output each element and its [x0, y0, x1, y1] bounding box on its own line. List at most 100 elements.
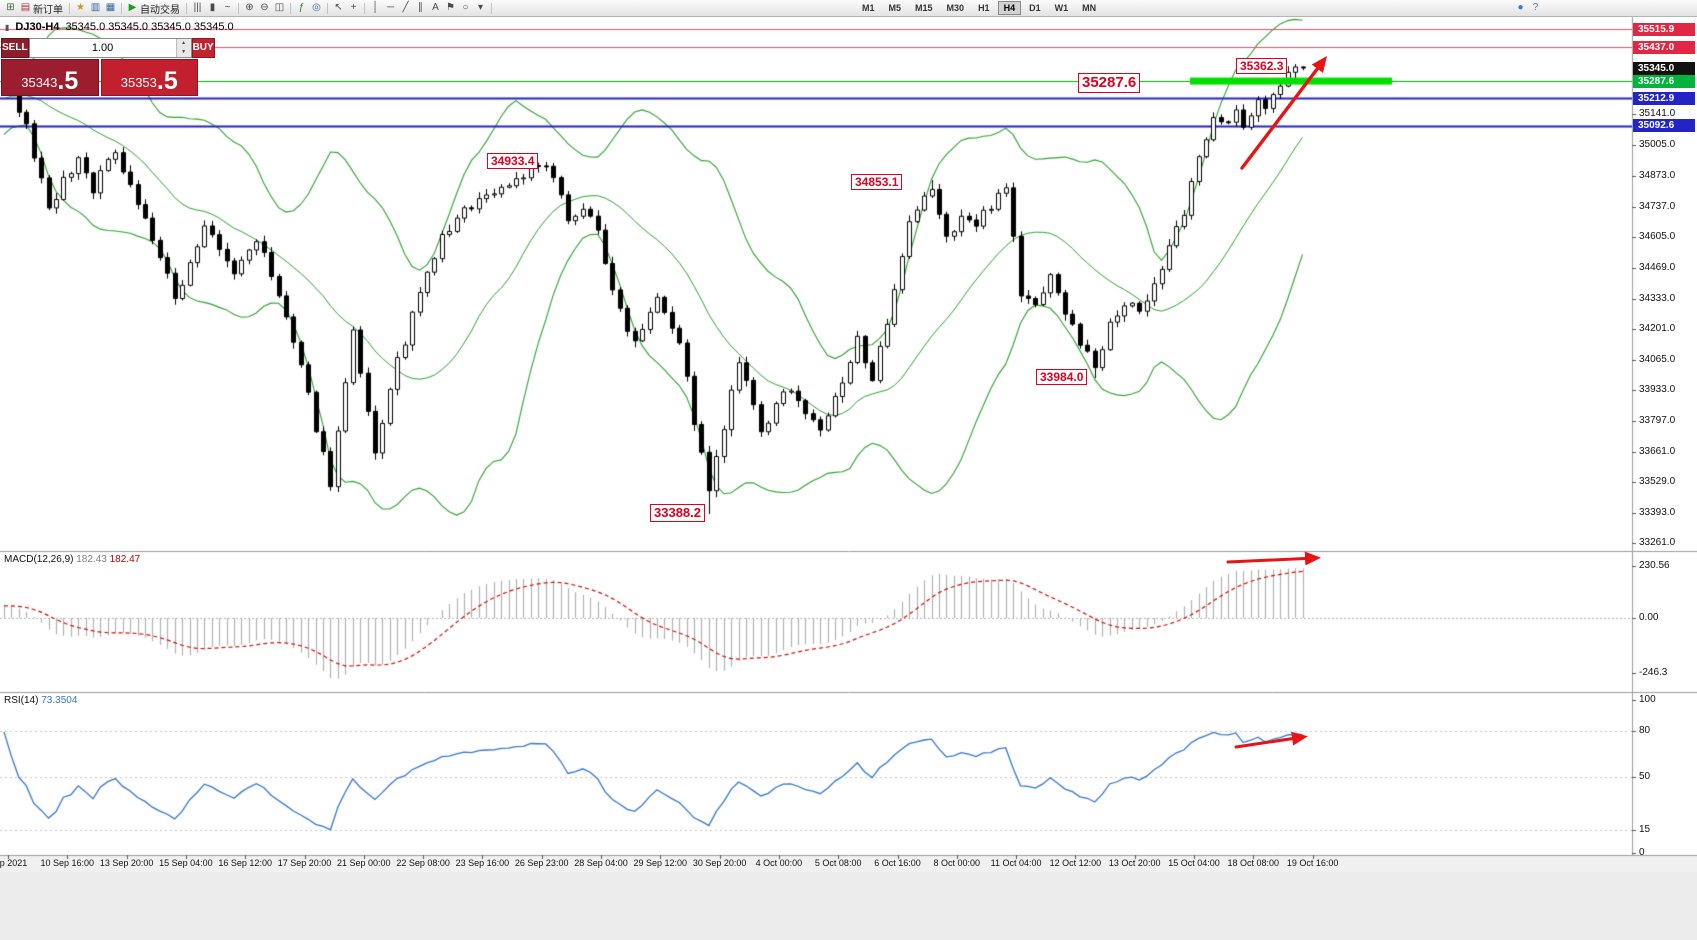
price-axis-tick: 35141.0 [1639, 108, 1676, 120]
timeframe-m1-button[interactable]: M1 [862, 3, 875, 13]
new-chart-icon[interactable]: ⊞ [6, 2, 15, 13]
price-axis-tick: 33661.0 [1639, 445, 1676, 457]
cursor-icon[interactable]: ↖ [334, 2, 343, 13]
timeframe-mn-button[interactable]: MN [1082, 3, 1097, 13]
rsi-indicator-label: RSI(14) 73.3504 [4, 695, 77, 706]
chart-window-icon: ▮ [5, 22, 10, 32]
toolbar-separator [327, 2, 328, 14]
quick-search-icon[interactable]: ● [1517, 2, 1524, 13]
shapes-dropdown-icon[interactable]: ▾ [477, 2, 484, 13]
label-tool-icon[interactable]: ⚑ [446, 2, 455, 13]
one-click-trading-panel: SELL ▲ ▼ BUY 35343.5 35353.5 [1, 38, 215, 96]
volume-box: ▲ ▼ [28, 38, 192, 58]
price-callout-35362.3[interactable]: 35362.3 [1236, 58, 1288, 75]
toolbar-separator [290, 2, 291, 14]
sell-button[interactable]: SELL [1, 38, 29, 58]
price-axis-tick: 34737.0 [1639, 200, 1676, 212]
timeframe-m15-button[interactable]: M15 [915, 3, 933, 13]
horizontal-line-tool-icon[interactable]: ─ [386, 2, 395, 13]
toolbar-right-group: ●? [1513, 1, 1543, 15]
sell-price-main: 35343 [21, 75, 58, 90]
time-axis-label: 13 Oct 20:00 [1108, 858, 1161, 868]
timeframe-h1-button[interactable]: H1 [978, 3, 990, 13]
symbol-label: DJ30-H4 [15, 21, 60, 33]
candlestick-chart-icon[interactable]: ▮ [209, 2, 216, 13]
price-callout-35287.6[interactable]: 35287.6 [1078, 73, 1141, 93]
time-axis-label: Sep 2021 [0, 858, 28, 868]
crosshair-icon[interactable]: + [350, 2, 357, 13]
macd-name: MACD(12,26,9) [4, 554, 74, 565]
volume-input[interactable] [29, 39, 176, 57]
timeframe-d1-button[interactable]: D1 [1029, 3, 1041, 13]
price-callout-34853.1[interactable]: 34853.1 [851, 174, 903, 191]
periods-icon[interactable]: ◎ [312, 2, 321, 13]
timeframe-h4-button[interactable]: H4 [997, 1, 1022, 15]
trendline-tool-icon[interactable]: ╱ [402, 2, 409, 13]
time-axis-label: 18 Oct 08:00 [1227, 858, 1280, 868]
time-axis-label: 5 Oct 08:00 [814, 858, 862, 868]
time-axis-label: 30 Sep 20:00 [692, 858, 747, 868]
line-chart-icon[interactable]: ~ [224, 2, 231, 13]
macd-signal-value: 182.47 [109, 554, 141, 565]
vertical-line-tool-icon[interactable]: │ [372, 2, 379, 13]
buy-price-tile[interactable]: 35353.5 [100, 59, 198, 96]
time-axis[interactable]: Sep 2021 10 Sep 16:00 13 Sep 20:00 15 Sep 0… [0, 855, 1697, 872]
timeframe-m30-button[interactable]: M30 [946, 3, 965, 13]
time-axis-label: 23 Sep 16:00 [455, 858, 510, 868]
price-axis-tick: 34873.0 [1639, 169, 1676, 181]
shapes-tool-icon[interactable]: ○ [462, 2, 469, 13]
zoom-out-icon[interactable]: ⊖ [260, 2, 269, 13]
channel-tool-icon[interactable]: ∥ [418, 2, 423, 13]
algo-trading-button[interactable]: ▶ [128, 2, 137, 13]
price-axis-tick: 34605.0 [1639, 230, 1676, 242]
rsi-axis-tick: 100 [1639, 694, 1656, 705]
price-callout-33388.2[interactable]: 33388.2 [650, 504, 705, 522]
navigator-icon[interactable]: ▦ [105, 2, 116, 13]
sell-price-tile[interactable]: 35343.5 [1, 59, 99, 96]
time-axis-label: 22 Sep 08:00 [396, 858, 450, 868]
price-axis-tick: 33933.0 [1639, 383, 1676, 395]
rsi-name: RSI(14) [4, 695, 39, 706]
help-icon[interactable]: ? [1532, 2, 1539, 13]
text-tool-icon[interactable]: A [432, 2, 439, 13]
time-axis-label: 15 Oct 04:00 [1168, 858, 1220, 868]
market-watch-icon[interactable]: ▥ [90, 2, 101, 13]
rsi-value: 73.3504 [41, 695, 78, 706]
volume-up-button[interactable]: ▲ [176, 39, 191, 48]
price-axis[interactable]: 35141.0 35005.0 34873.0 34737.0 34605.0 34469… [1632, 0, 1697, 940]
buy-price-main: 35353 [120, 75, 157, 90]
new-order-icon[interactable]: ▤ [20, 2, 31, 13]
favorites-icon[interactable]: ★ [76, 2, 85, 13]
price-callout-33984.0[interactable]: 33984.0 [1036, 369, 1088, 386]
buy-button[interactable]: BUY [191, 38, 215, 58]
time-axis-label: 13 Sep 20:00 [99, 858, 154, 868]
price-tag-35437.0: 35437.0 [1633, 40, 1695, 54]
toolbar-separator [491, 2, 492, 14]
price-tag-35345.0: 35345.0 [1633, 61, 1695, 75]
sell-price-frac: .5 [57, 67, 79, 95]
time-axis-label: 10 Sep 16:00 [40, 858, 95, 868]
time-axis-label: 12 Oct 12:00 [1049, 858, 1102, 868]
rsi-axis-tick: 0 [1639, 847, 1645, 858]
bar-chart-icon[interactable]: ||| [193, 2, 202, 13]
macd-axis-tick: -246.3 [1639, 667, 1668, 679]
tile-windows-icon[interactable]: ◫ [274, 2, 285, 13]
zoom-in-icon[interactable]: ⊕ [245, 2, 254, 13]
timeframe-m5-button[interactable]: M5 [888, 3, 902, 13]
rsi-axis-tick: 80 [1639, 724, 1651, 736]
price-callout-34933.4[interactable]: 34933.4 [487, 153, 539, 170]
price-tag-35287.6: 35287.6 [1633, 74, 1695, 88]
indicators-icon[interactable]: ƒ [298, 2, 305, 13]
chart-title: ▮ DJ30-H4 35345.0 35345.0 35345.0 35345.… [5, 21, 234, 33]
timeframe-w1-button[interactable]: W1 [1054, 3, 1069, 13]
macd-axis-tick: 0.00 [1639, 612, 1659, 623]
timeframe-toolbar: M1 M5 M15 M30 H1 H4 D1 W1 MN [855, 1, 1103, 15]
algo-trading-button-label: 自动交易 [140, 4, 180, 16]
time-axis-label: 28 Sep 04:00 [574, 858, 628, 868]
macd-indicator-label: MACD(12,26,9) 182.43 182.47 [4, 554, 140, 565]
price-axis-tick: 35005.0 [1639, 139, 1676, 151]
volume-down-button[interactable]: ▼ [176, 48, 191, 57]
price-axis-tick: 33529.0 [1639, 475, 1676, 487]
time-axis-label: 19 Oct 16:00 [1286, 858, 1339, 868]
